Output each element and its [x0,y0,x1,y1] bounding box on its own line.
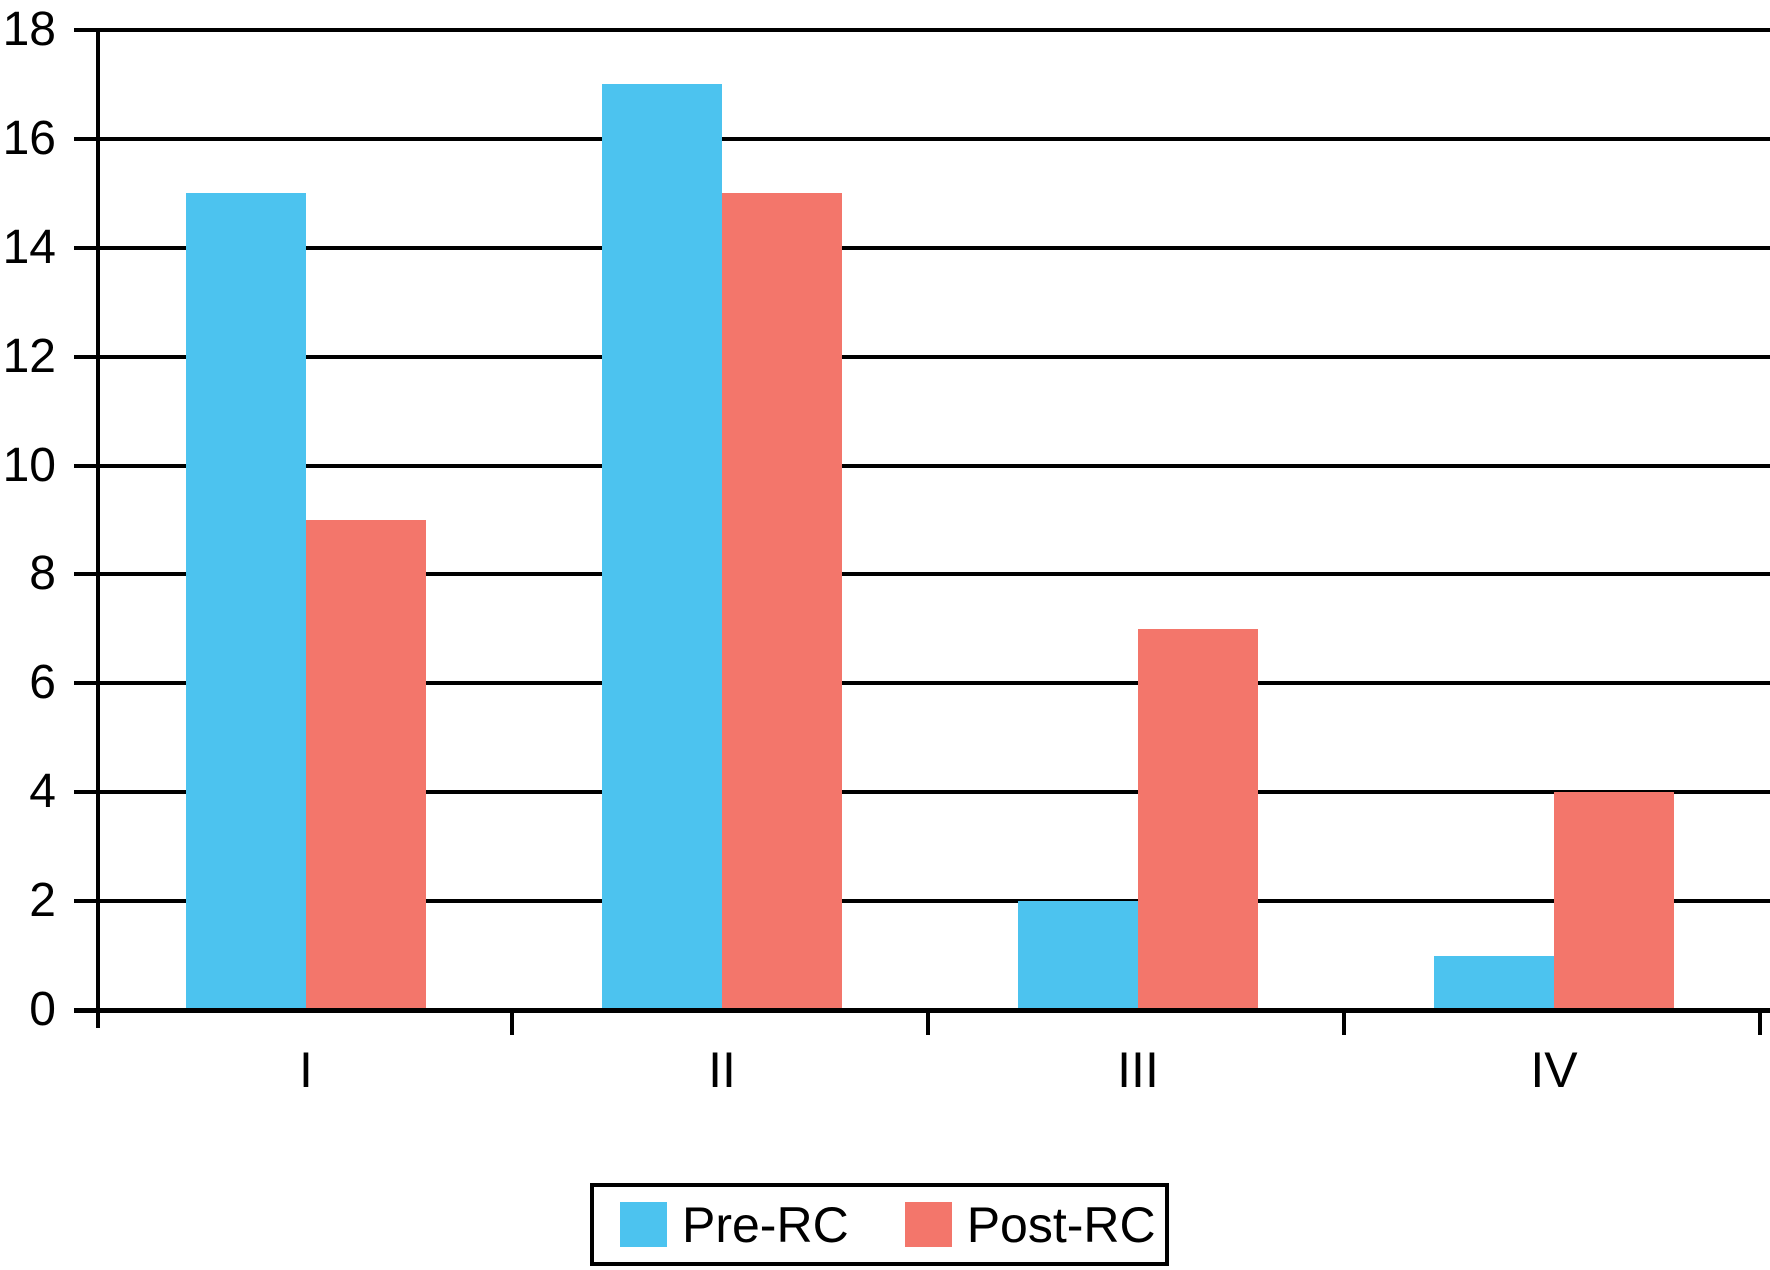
y-tick-label-10: 10 [2,438,56,492]
y-tick-label-12: 12 [2,329,56,383]
gridline-y-10 [74,463,1770,468]
y-tick-label-6: 6 [29,656,56,710]
x-tick-label-I: I [299,1042,313,1098]
x-tick-label-III: III [1117,1042,1159,1098]
x-axis-line [74,1008,1770,1013]
y-tick-label-16: 16 [2,111,56,165]
bar-post-rc-I [306,520,426,1010]
legend-label-post-rc: Post-RC [966,1196,1156,1253]
x-axis-tick-2 [926,1010,930,1035]
y-tick-label-18: 18 [2,3,56,56]
gridline-y-16 [74,136,1770,141]
gridline-y-14 [74,245,1770,250]
bar-pre-rc-I [186,193,306,1010]
y-tick-label-14: 14 [2,220,56,274]
gridline-y-8 [74,572,1770,577]
legend-item-pre-rc: Pre-RC [620,1200,849,1250]
x-axis-tick-3 [1342,1010,1346,1035]
legend-item-post-rc: Post-RC [904,1196,1156,1253]
y-axis-line [96,28,100,1028]
legend-swatch-pre-rc-icon [620,1202,667,1247]
gridline-y-6 [74,681,1770,686]
bar-pre-rc-II [602,84,722,1010]
gridline-y-18 [74,28,1770,32]
legend: Pre-RC Post-RC [590,1183,1169,1266]
y-tick-label-4: 4 [29,765,56,819]
x-axis-tick-1 [510,1010,514,1035]
plot-area [74,28,1770,1035]
x-tick-label-II: II [708,1042,736,1098]
bar-post-rc-IV [1554,792,1674,1010]
x-axis-tick-4 [1758,1010,1762,1035]
bar-post-rc-III [1138,628,1258,1010]
gridline-y-2 [74,899,1770,904]
bar-pre-rc-IV [1434,955,1554,1010]
bar-pre-rc-III [1018,901,1138,1010]
y-tick-label-0: 0 [29,983,56,1036]
y-tick-label-8: 8 [29,547,56,601]
legend-label-pre-rc: Pre-RC [682,1196,849,1253]
gridline-y-4 [74,790,1770,795]
bar-post-rc-II [722,193,842,1010]
legend-swatch-post-rc-icon [904,1202,952,1247]
y-tick-label-2: 2 [29,874,56,928]
gridline-y-12 [74,354,1770,359]
x-tick-label-IV: IV [1530,1042,1578,1098]
